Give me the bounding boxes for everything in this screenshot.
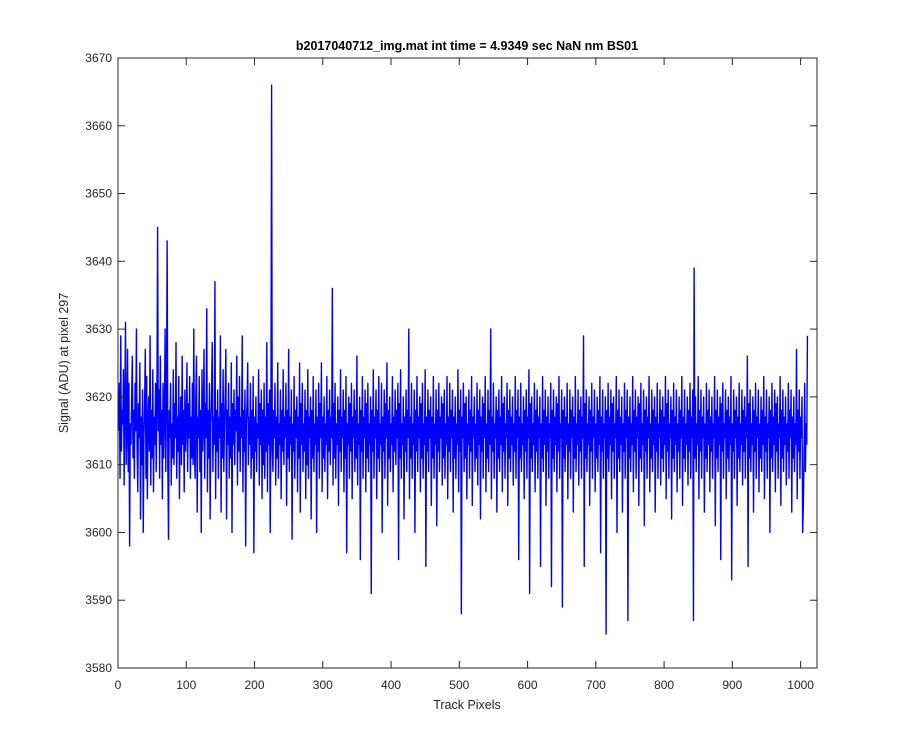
x-tick-label: 900 (722, 678, 742, 692)
x-axis-label: Track Pixels (433, 698, 501, 712)
series-layer (117, 84, 809, 635)
y-tick-label: 3620 (85, 390, 112, 404)
series-line (117, 84, 809, 635)
x-tick-label: 100 (176, 678, 196, 692)
y-tick-label: 3590 (85, 593, 112, 607)
x-tick-label: 600 (518, 678, 538, 692)
y-tick-label: 3660 (85, 119, 112, 133)
x-axis: 0 100 200 300 400 500 600 700 800 900 1000 (115, 58, 814, 692)
y-tick-label: 3610 (85, 458, 112, 472)
y-axis-label: Signal (ADU) at pixel 297 (57, 293, 71, 433)
x-tick-label: 700 (586, 678, 606, 692)
y-tick-label: 3650 (85, 187, 112, 201)
x-tick-label: 500 (449, 678, 469, 692)
x-tick-label: 400 (381, 678, 401, 692)
y-tick-label: 3630 (85, 322, 112, 336)
x-tick-label: 800 (654, 678, 674, 692)
x-tick-label: 300 (313, 678, 333, 692)
y-tick-label: 3640 (85, 254, 112, 268)
y-tick-label: 3670 (85, 51, 112, 65)
y-axis: 3580 3590 3600 3610 3620 3630 3640 3650 3660 3670 (85, 51, 817, 675)
y-tick-label: 3600 (85, 525, 112, 539)
x-tick-label: 200 (245, 678, 265, 692)
x-tick-label: 0 (115, 678, 122, 692)
y-tick-label: 3580 (85, 661, 112, 675)
x-tick-label: 1000 (787, 678, 814, 692)
plot-frame (117, 57, 818, 669)
plot-area (118, 58, 817, 668)
chart-title: b2017040712_img.mat int time = 4.9349 se… (296, 39, 638, 53)
